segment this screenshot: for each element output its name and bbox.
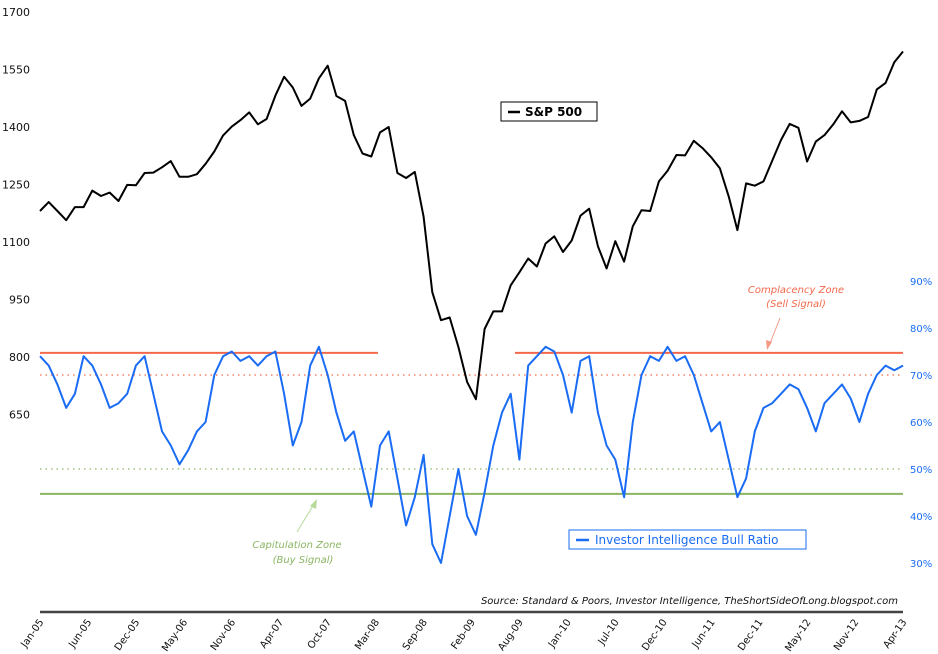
sp500-line (39, 50, 904, 401)
x-tick-label: Jul-10 (596, 617, 622, 647)
legend-sp500-label: S&P 500 (525, 105, 582, 119)
bull-ratio-line (39, 345, 904, 564)
right-tick-label: 90% (910, 277, 932, 288)
right-tick-label: 30% (910, 559, 932, 570)
x-tick-label: Feb-09 (449, 617, 478, 651)
capitulation-arrowhead (310, 499, 317, 509)
buy-signal-label: (Buy Signal) (273, 555, 334, 566)
complacency-zone-label: Complacency Zone (748, 285, 844, 296)
legend-bull-ratio-label: Investor Intelligence Bull Ratio (595, 533, 778, 547)
right-axis-ticks: 90% 80% 70% 60% 50% 40% 30% (910, 277, 932, 570)
capitulation-zone-label: Capitulation Zone (252, 540, 341, 551)
left-tick-label: 1100 (2, 236, 30, 249)
right-tick-label: 60% (910, 418, 932, 429)
left-tick-label: 1700 (2, 6, 30, 19)
left-tick-label: 1250 (2, 179, 30, 192)
x-tick-label: Jun-11 (690, 617, 718, 650)
legend-bull-ratio: Investor Intelligence Bull Ratio (568, 529, 807, 550)
reference-lines (40, 351, 903, 495)
x-tick-label: Sep-08 (401, 617, 430, 652)
x-tick-label: Jan-05 (19, 617, 47, 650)
x-tick-label: Aug-09 (496, 617, 526, 653)
annotation-capitulation: Capitulation Zone (Buy Signal) (252, 499, 342, 566)
legend-sp500: S&P 500 (500, 101, 598, 122)
left-axis-ticks: 1700 1550 1400 1250 1100 950 800 650 (2, 6, 30, 422)
left-tick-label: 650 (9, 409, 30, 422)
x-tick-label: May-06 (160, 617, 190, 653)
left-tick-label: 1400 (2, 121, 30, 134)
source-note: Source: Standard & Poors, Investor Intel… (481, 596, 898, 607)
x-tick-label: Dec-10 (640, 617, 669, 653)
x-tick-label: Jan-10 (546, 617, 574, 650)
x-tick-label: Dec-05 (113, 617, 142, 653)
complacency-arrowhead (766, 340, 772, 350)
capitulation-arrow (296, 503, 315, 533)
left-tick-label: 800 (9, 351, 30, 364)
right-tick-label: 40% (910, 512, 932, 523)
x-tick-label: Mar-08 (353, 617, 382, 652)
series-lines (39, 50, 904, 564)
x-tick-label: Nov-06 (209, 617, 238, 652)
complacency-arrow (768, 317, 781, 347)
x-tick-label: Oct-07 (306, 617, 334, 651)
sell-signal-label: (Sell Signal) (766, 299, 826, 310)
x-tick-label: Apr-13 (882, 617, 910, 650)
left-tick-label: 950 (9, 294, 30, 307)
x-tick-label: Apr-07 (258, 617, 286, 650)
right-tick-label: 70% (910, 371, 932, 382)
x-tick-label: Dec-11 (736, 617, 765, 653)
right-tick-label: 50% (910, 465, 932, 476)
right-tick-label: 80% (910, 324, 932, 335)
left-tick-label: 1550 (2, 64, 30, 77)
x-tick-label: May-12 (783, 617, 813, 653)
x-axis-ticks: Jan-05 Jun-05 Dec-05 May-06 Nov-06 Apr-07 Oct-… (19, 617, 910, 653)
x-tick-label: Nov-12 (832, 617, 861, 652)
x-tick-label: Jun-05 (66, 617, 94, 650)
annotation-complacency: Complacency Zone (Sell Signal) (748, 285, 844, 350)
